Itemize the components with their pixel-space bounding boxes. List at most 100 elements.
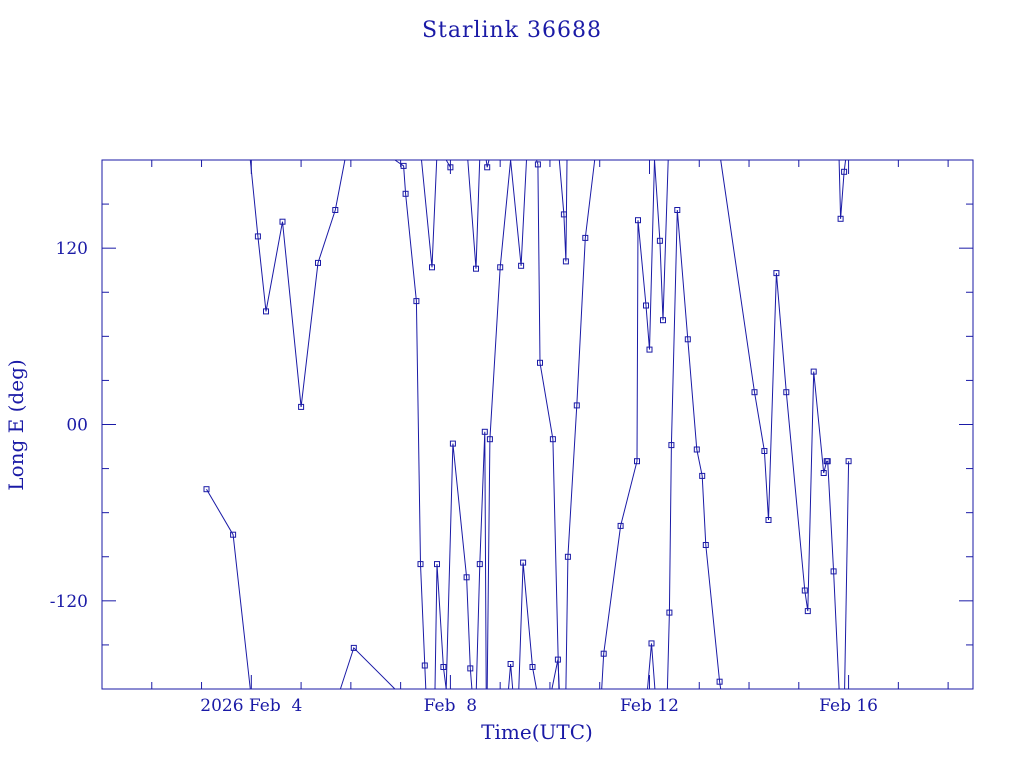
data-point bbox=[648, 640, 655, 647]
data-point bbox=[674, 207, 681, 213]
data-point bbox=[660, 317, 666, 324]
x-axis-label: Time(UTC) bbox=[481, 720, 593, 744]
series-line bbox=[654, 159, 669, 321]
series-line bbox=[206, 488, 251, 690]
series-line bbox=[601, 159, 655, 690]
series-line bbox=[467, 159, 481, 269]
data-point bbox=[447, 164, 454, 171]
series-line bbox=[421, 159, 438, 268]
series-lines bbox=[206, 159, 850, 690]
series-line bbox=[339, 646, 396, 690]
data-point bbox=[810, 368, 817, 375]
data-point bbox=[801, 587, 808, 594]
series-line bbox=[445, 443, 473, 690]
x-tick-label: Feb 12 bbox=[620, 696, 679, 716]
data-point bbox=[429, 264, 435, 271]
data-point bbox=[486, 436, 493, 443]
data-point bbox=[520, 559, 527, 566]
chart-title: Starlink 36688 bbox=[422, 18, 602, 43]
data-point bbox=[402, 190, 409, 197]
data-point bbox=[518, 262, 525, 269]
data-point bbox=[230, 531, 237, 538]
data-point bbox=[666, 609, 673, 616]
data-point bbox=[254, 233, 261, 240]
y-axis-label: Long E (deg) bbox=[4, 359, 28, 490]
data-point bbox=[350, 644, 357, 651]
data-point bbox=[434, 561, 440, 568]
data-point bbox=[600, 650, 607, 657]
data-point bbox=[449, 440, 456, 447]
series-line bbox=[508, 663, 514, 690]
data-point bbox=[773, 270, 780, 277]
data-point bbox=[560, 211, 567, 218]
series-line bbox=[518, 562, 537, 690]
data-point bbox=[837, 215, 844, 222]
series-line bbox=[510, 159, 527, 266]
data-point bbox=[564, 553, 571, 560]
data-point bbox=[582, 234, 589, 241]
data-point bbox=[702, 542, 709, 548]
series-line bbox=[838, 159, 847, 219]
y-tick-label: -120 bbox=[50, 592, 88, 612]
data-point bbox=[481, 428, 488, 435]
data-point bbox=[529, 664, 536, 670]
x-tick-label: Feb 8 bbox=[424, 696, 477, 716]
x-tick-label: 2026 Feb 4 bbox=[200, 696, 302, 716]
data-point bbox=[413, 298, 420, 305]
data-point bbox=[507, 661, 514, 667]
data-point bbox=[332, 207, 339, 213]
data-point bbox=[845, 458, 852, 465]
series-line bbox=[647, 643, 656, 690]
data-point bbox=[315, 259, 321, 266]
data-point bbox=[643, 302, 649, 309]
series-line bbox=[445, 159, 451, 168]
data-point bbox=[573, 402, 580, 409]
x-tick-label: Feb 16 bbox=[819, 696, 878, 716]
data-point bbox=[634, 458, 640, 465]
data-point bbox=[635, 217, 641, 224]
data-point bbox=[824, 458, 831, 465]
data-point bbox=[562, 258, 569, 265]
axis-ticks bbox=[102, 160, 973, 689]
data-point bbox=[298, 403, 305, 410]
data-point bbox=[263, 308, 269, 315]
series-line bbox=[249, 159, 346, 407]
data-point bbox=[783, 389, 790, 396]
data-point bbox=[473, 265, 479, 272]
series-line bbox=[485, 159, 490, 168]
data-point bbox=[761, 448, 768, 454]
y-tick-label: 00 bbox=[66, 416, 88, 436]
series-line bbox=[475, 431, 487, 690]
data-point bbox=[497, 264, 504, 271]
data-point bbox=[841, 168, 848, 175]
data-point bbox=[820, 470, 827, 476]
series-line bbox=[844, 461, 850, 690]
data-point bbox=[463, 574, 470, 581]
data-point bbox=[830, 568, 837, 575]
data-point bbox=[684, 336, 691, 343]
series-line bbox=[486, 159, 512, 690]
data-point bbox=[440, 664, 447, 670]
series-line bbox=[394, 159, 427, 690]
data-point bbox=[537, 359, 543, 366]
series-line bbox=[536, 159, 560, 690]
data-point bbox=[765, 517, 772, 523]
data-point bbox=[421, 662, 428, 669]
y-tick-label: 120 bbox=[56, 239, 88, 259]
data-point bbox=[804, 608, 811, 615]
data-point bbox=[668, 442, 675, 449]
data-point bbox=[656, 237, 663, 244]
data-point bbox=[554, 656, 561, 663]
series-line bbox=[565, 159, 596, 690]
data-points bbox=[203, 161, 852, 685]
series-line bbox=[434, 564, 447, 690]
data-point bbox=[476, 561, 483, 568]
series-line bbox=[720, 159, 840, 690]
data-point bbox=[534, 161, 541, 168]
series-line bbox=[551, 659, 560, 690]
data-point bbox=[279, 218, 286, 225]
data-point bbox=[467, 665, 474, 672]
series-line bbox=[558, 159, 568, 262]
data-point bbox=[617, 522, 624, 529]
